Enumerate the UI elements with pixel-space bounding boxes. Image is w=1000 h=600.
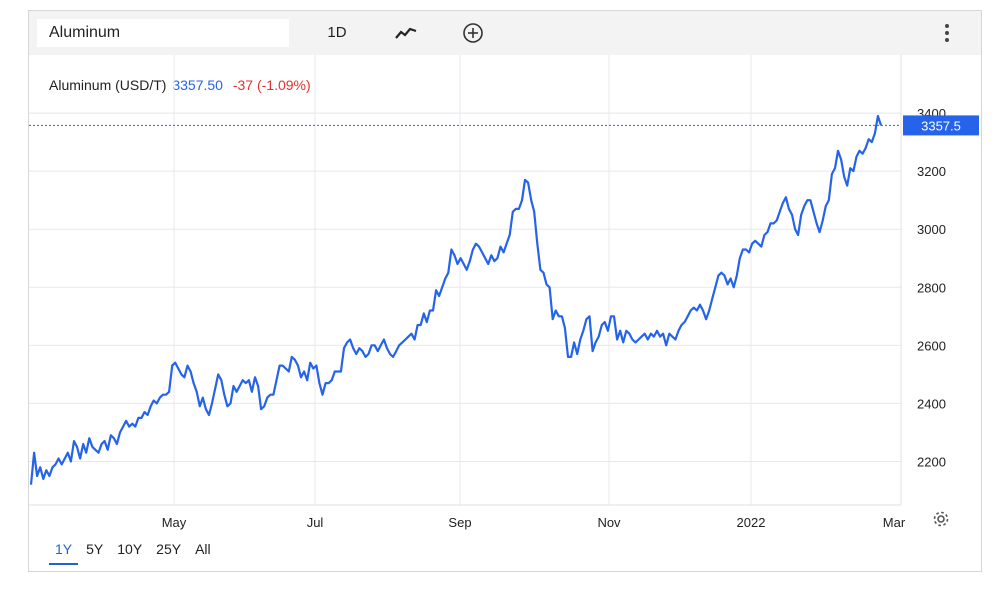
symbol-input[interactable] [37,19,289,47]
range-button-10y[interactable]: 10Y [117,541,143,557]
series-line [29,114,883,485]
x-tick-label: May [162,515,187,530]
price-header: Aluminum (USD/T) 3357.50 -37 (-1.09%) [49,77,311,93]
x-tick-label: Jul [307,515,324,530]
chart-toolbar: 1D [29,11,981,55]
y-tick-label: 3000 [917,222,946,237]
y-tick-label: 2200 [917,454,946,469]
range-selector: 1Y 5Y 10Y 25Y All [49,541,219,565]
price-change: -37 (-1.09%) [232,77,311,93]
gear-icon[interactable] [932,510,950,533]
last-price-tag-label: 3357.5 [921,118,961,133]
range-button-5y[interactable]: 5Y [86,541,104,557]
range-button-all[interactable]: All [195,541,211,557]
y-tick-label: 2600 [917,338,946,353]
last-price-tag [903,115,979,136]
x-tick-label: Mar [883,515,906,530]
x-tick-label: Nov [597,515,621,530]
more-vertical-icon[interactable] [937,19,957,47]
instrument-name: Aluminum (USD/T) [49,77,167,93]
range-button-1y[interactable]: 1Y [49,541,79,565]
x-tick-label: Sep [448,515,471,530]
x-tick-label: 2022 [737,515,766,530]
range-button-25y[interactable]: 25Y [156,541,182,557]
line-chart-icon[interactable] [389,19,423,47]
y-tick-label: 2400 [917,396,946,411]
y-tick-label: 2800 [917,280,946,295]
plus-circle-icon[interactable] [459,19,487,47]
chart-widget: 1D Aluminum (USD/T) 3357.50 -37 (-1.09%)… [28,10,982,572]
last-price: 3357.50 [172,77,223,93]
y-tick-label: 3200 [917,164,946,179]
interval-button[interactable]: 1D [327,24,347,41]
